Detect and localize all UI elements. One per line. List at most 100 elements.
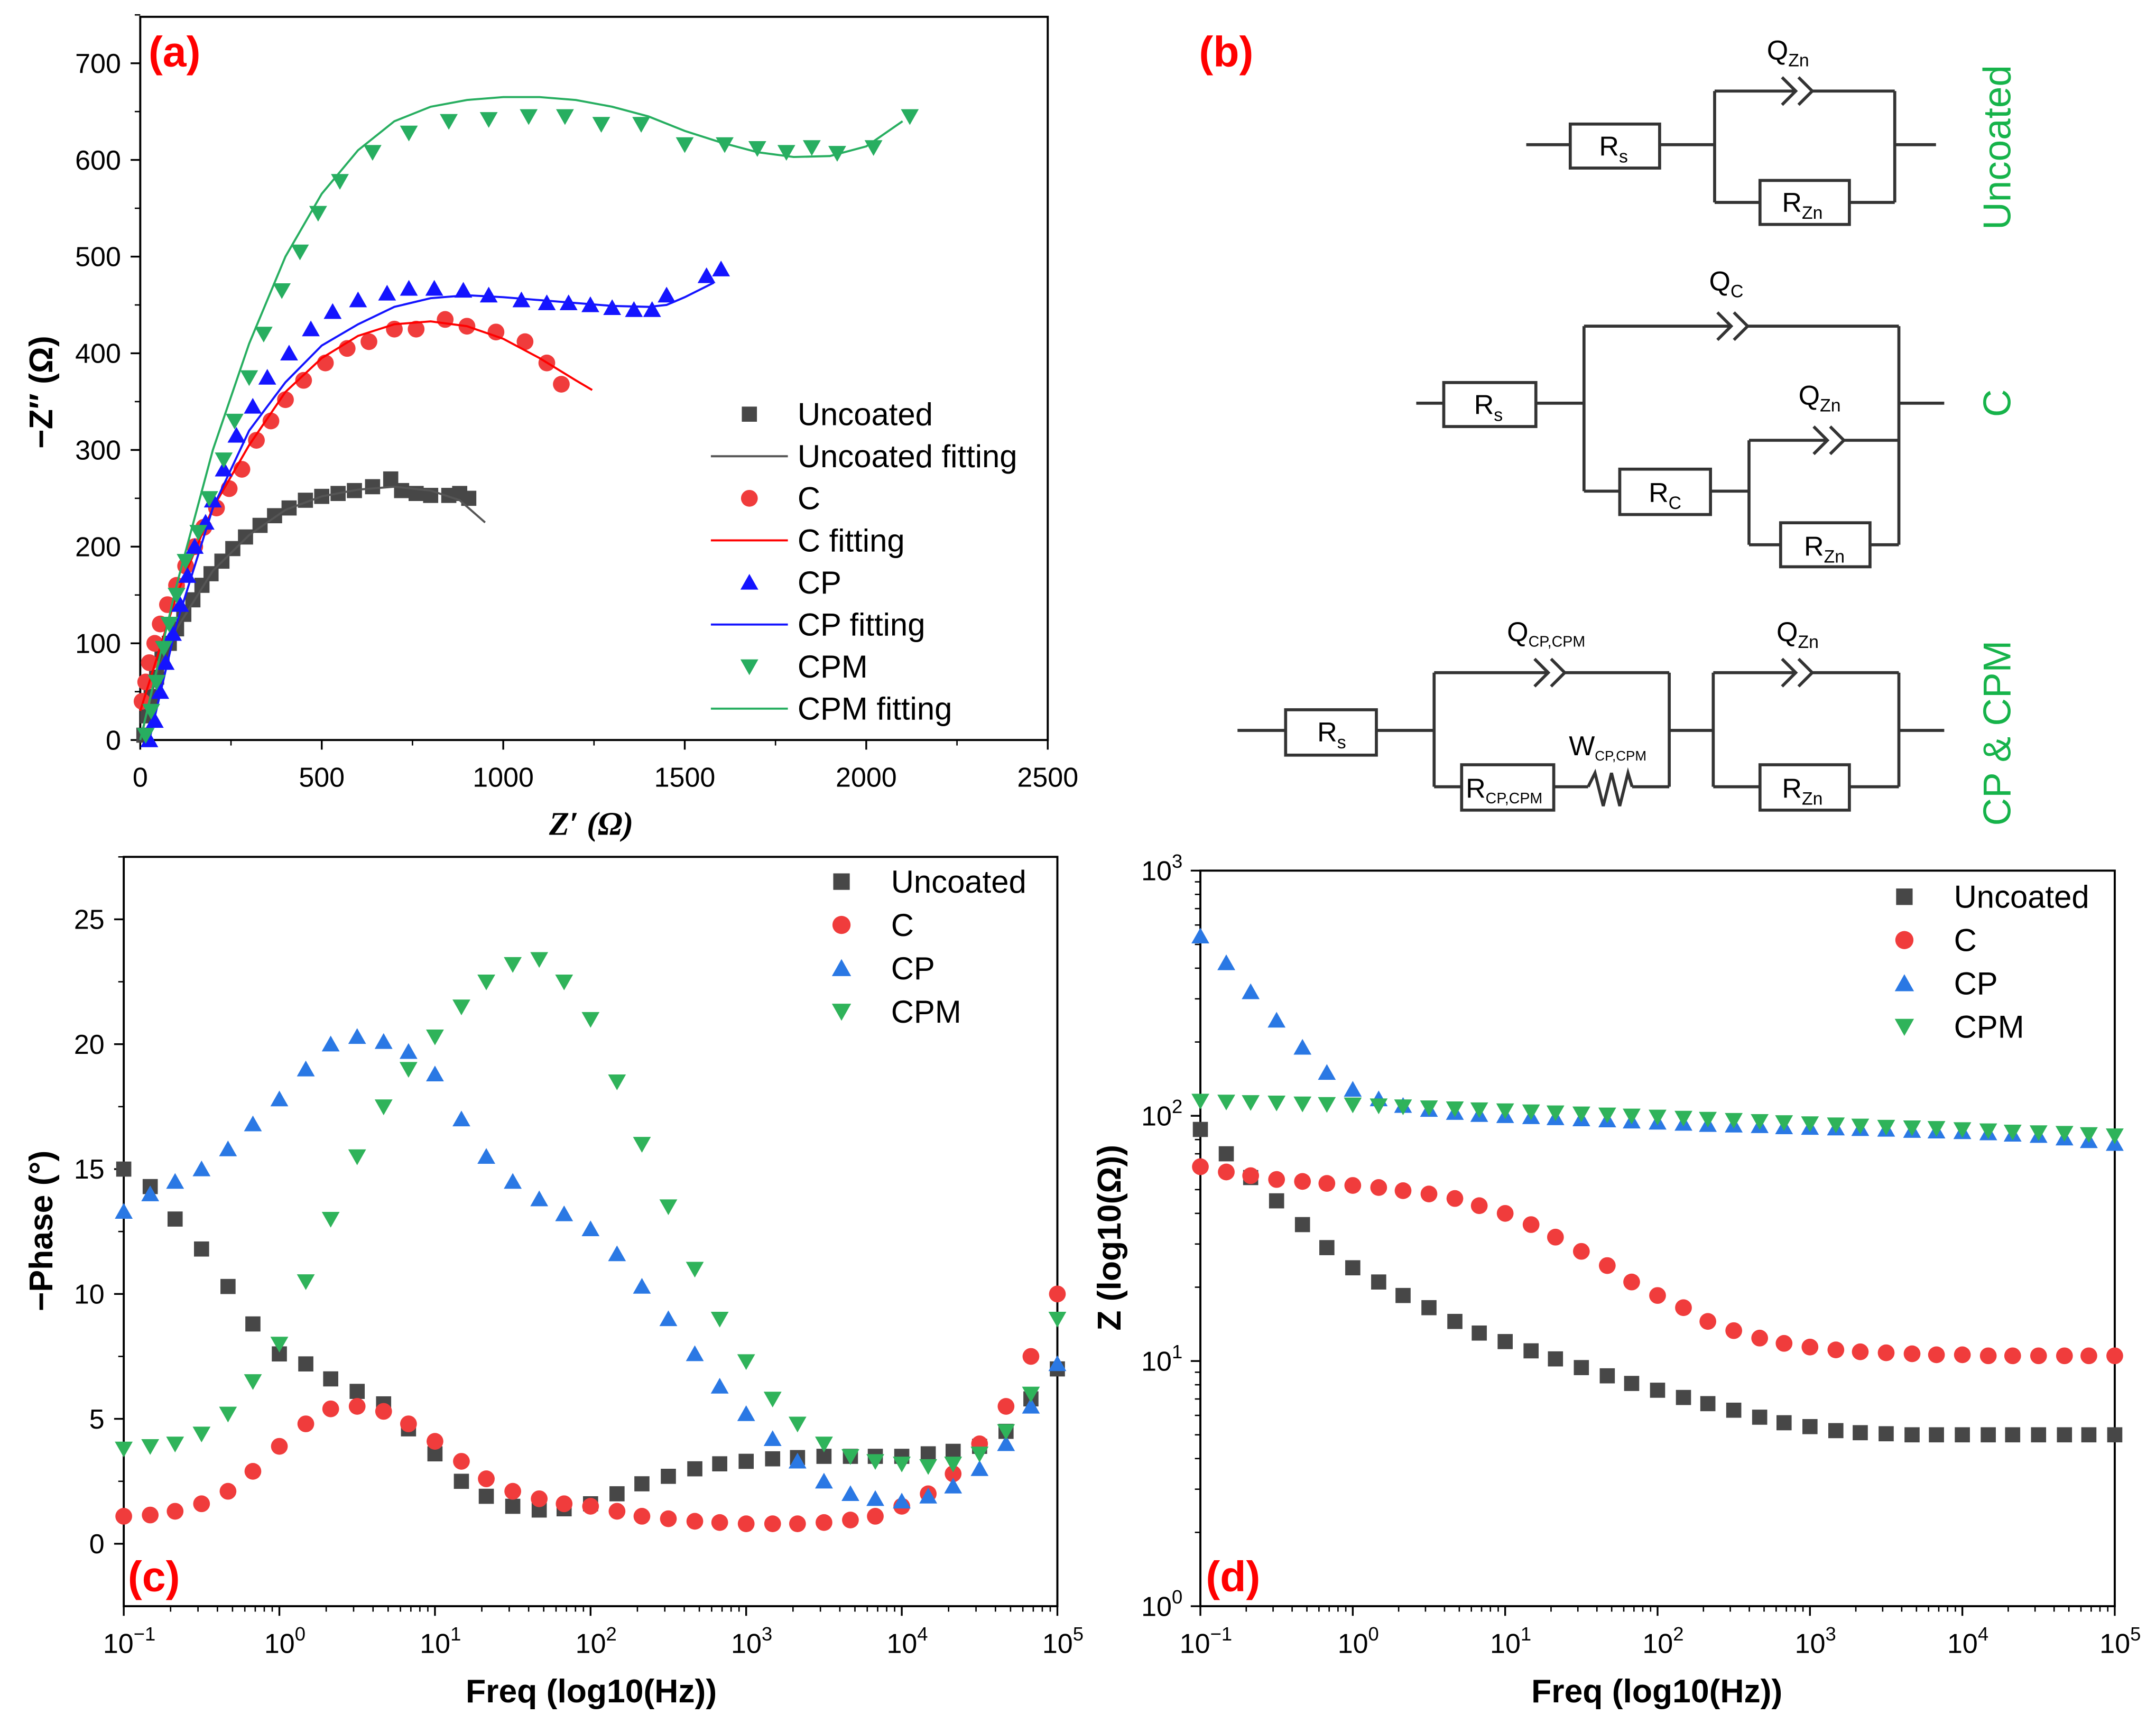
circuit-title-c: C — [1976, 390, 2019, 418]
data-point — [1344, 1177, 1362, 1194]
data-point — [1572, 1243, 1590, 1260]
data-point — [309, 206, 327, 222]
data-point — [2004, 1347, 2021, 1365]
series-cpm — [115, 952, 1067, 1475]
legend-marker — [1895, 931, 1914, 949]
data-point — [748, 141, 766, 157]
data-point — [1268, 1171, 1285, 1188]
svg-text:RZn: RZn — [1804, 532, 1845, 567]
data-point — [225, 413, 244, 430]
fit-line — [148, 282, 715, 740]
data-point — [399, 1043, 418, 1059]
fit-line — [139, 96, 903, 740]
x-tick-label: 100 — [1338, 1623, 1379, 1659]
svg-text:Rs: Rs — [1474, 390, 1503, 425]
capacitor-q-zn — [1781, 76, 1815, 106]
data-point — [478, 1470, 495, 1487]
capacitor-q-zn — [1781, 657, 1815, 688]
data-point — [160, 617, 179, 633]
warburg-element — [1587, 767, 1634, 807]
circuit-c: Rs RC RZn QC QZn C — [1416, 266, 2019, 569]
data-point — [764, 1515, 781, 1532]
panel-label-a: (a) — [149, 28, 201, 76]
data-point — [530, 952, 549, 968]
data-point — [321, 1035, 340, 1052]
resistor-r-zn — [1758, 179, 1851, 226]
data-point — [1522, 1104, 1540, 1120]
data-point — [271, 1438, 288, 1455]
data-point — [1776, 1415, 1792, 1431]
y-tick-label: 15 — [74, 1154, 105, 1185]
data-point — [676, 137, 694, 153]
data-point — [738, 1453, 754, 1469]
data-point — [997, 1398, 1015, 1415]
data-point — [1048, 1355, 1067, 1371]
legend-label: Uncoated fitting — [798, 439, 1017, 474]
data-point — [1979, 1123, 1997, 1139]
data-point — [115, 1203, 133, 1219]
data-point — [427, 1433, 443, 1450]
data-point — [1394, 1099, 1412, 1116]
data-point — [608, 1503, 626, 1520]
data-point — [262, 412, 280, 430]
data-point — [997, 1435, 1015, 1451]
data-point — [1192, 1158, 1209, 1175]
data-point — [2081, 1427, 2097, 1443]
x-tick-label: 0 — [133, 763, 148, 793]
data-point — [167, 1211, 183, 1227]
data-point — [177, 554, 195, 570]
legend: Uncoated C CP CPM — [831, 864, 1026, 1030]
svg-text:Rs: Rs — [1599, 132, 1627, 167]
legend-label: C — [891, 907, 914, 943]
data-point — [841, 1449, 859, 1465]
data-point — [944, 1478, 963, 1494]
data-point — [788, 1416, 807, 1433]
series-uncoated — [136, 471, 477, 743]
data-point — [970, 1460, 989, 1476]
data-point — [815, 1472, 833, 1489]
data-point — [1242, 1167, 1260, 1184]
data-point — [1903, 1345, 1921, 1363]
capacitor-q-c — [1716, 311, 1750, 341]
data-point — [1752, 1410, 1768, 1425]
x-tick-label: 2500 — [1017, 763, 1078, 793]
data-point — [504, 1173, 522, 1189]
svg-text:QC: QC — [1709, 266, 1744, 302]
y-tick-label: 700 — [75, 49, 121, 79]
legend-label: CP fitting — [798, 607, 926, 642]
data-point — [944, 1457, 963, 1472]
data-point — [1548, 1351, 1563, 1367]
svg-text:Rs: Rs — [1317, 717, 1346, 753]
data-point — [477, 1148, 495, 1164]
y-tick-label: 101 — [1141, 1341, 1182, 1377]
data-point — [1877, 1119, 1895, 1136]
x-tick-label: 103 — [731, 1623, 772, 1659]
data-point — [1022, 1348, 1040, 1365]
series-c-fitting — [139, 320, 593, 711]
data-point — [1927, 1121, 1946, 1137]
resistor-r-cp-cpm — [1460, 763, 1556, 812]
data-point — [997, 1424, 1015, 1440]
data-point — [215, 460, 233, 477]
data-point — [1022, 1386, 1040, 1403]
data-point — [1751, 1329, 1769, 1347]
data-point — [710, 1377, 729, 1394]
data-point — [608, 1074, 626, 1090]
fit-line — [139, 320, 593, 711]
data-point — [893, 1493, 911, 1509]
data-point — [363, 145, 382, 161]
data-point — [945, 1465, 962, 1482]
svg-text:QZn: QZn — [1767, 35, 1809, 70]
data-point — [394, 483, 410, 498]
data-point — [1269, 1193, 1284, 1209]
data-point — [712, 1456, 727, 1471]
data-point — [375, 1403, 392, 1420]
x-tick-label: 10−1 — [1180, 1623, 1232, 1659]
data-point — [1547, 1228, 1564, 1246]
resistor-rs — [1568, 122, 1661, 170]
legend-marker — [1894, 974, 1914, 991]
data-point — [365, 479, 381, 495]
data-point — [1928, 1346, 1945, 1364]
y-tick-label: 400 — [75, 339, 121, 369]
